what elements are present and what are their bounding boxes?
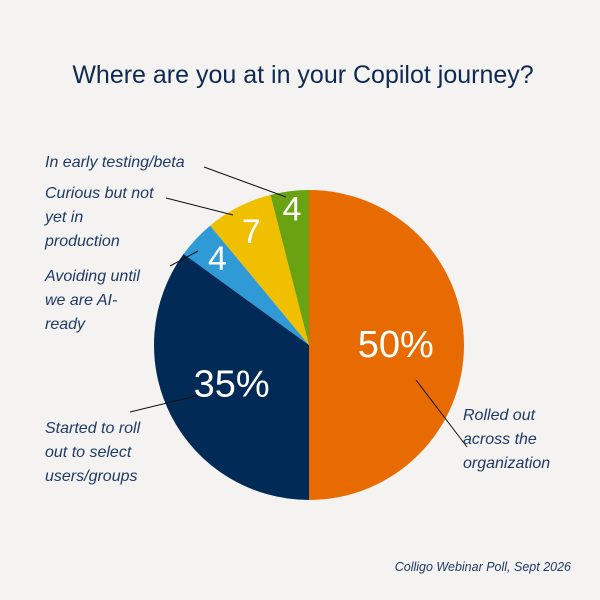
leader-lines [129,166,468,448]
pie-slice-5 [270,190,309,345]
value-label-1: 50% [358,324,434,366]
pie-slice-3 [183,225,309,345]
leader-line-4 [165,197,234,216]
pie-slice-4 [210,194,309,345]
pie-slices [153,190,464,500]
leader-line-5 [203,166,287,198]
leader-line-2 [129,394,201,413]
pie-slice-1 [309,190,464,500]
chart-title: Where are you at in your Copilot journey… [72,61,533,89]
value-label-4: 7 [242,213,261,251]
category-label-3: Avoiding until we are AI-ready [44,268,140,333]
value-label-3: 4 [208,240,227,278]
value-label-2: 35% [194,363,270,405]
leader-line-1 [415,379,468,448]
pie-slice-2 [153,253,309,500]
category-label-4: Curious but not yet in production [44,185,154,250]
category-label-2: Started to roll out to select users/groups [45,420,141,485]
value-labels: 50% 35% 474 [194,191,434,406]
category-label-1: Rolled out across the organization [463,407,550,472]
category-label-5: In early testing/beta [45,154,185,171]
leader-line-3 [169,250,199,267]
category-labels: Rolled out across the organization Started … [44,154,550,485]
source-note: Colligo Webinar Poll, Sept 2026 [395,560,571,574]
value-label-5: 4 [282,191,301,229]
